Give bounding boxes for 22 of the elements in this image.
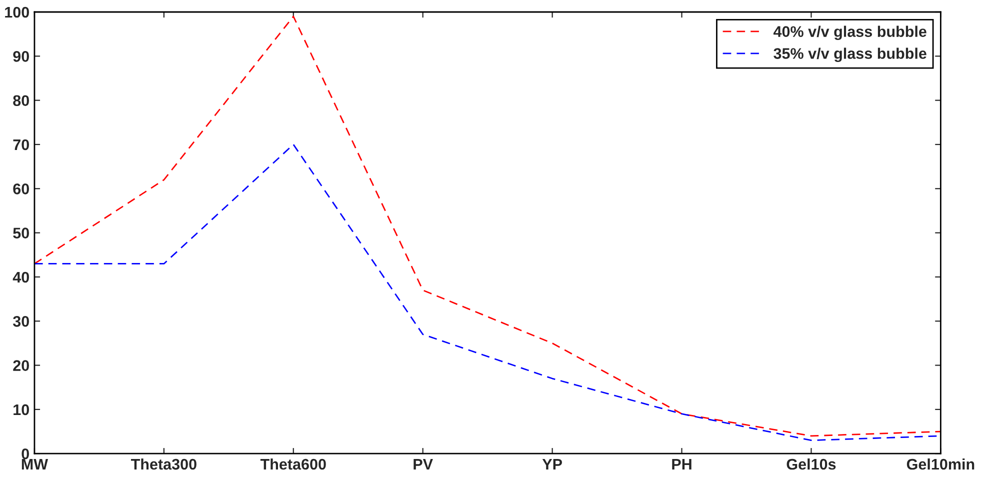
y-tick-label: 100 <box>5 6 29 18</box>
x-tick-label: MW <box>22 459 48 470</box>
x-tick-label: Gel10s <box>786 458 836 470</box>
x-tick-label: YP <box>542 459 562 470</box>
x-tick-label: PH <box>672 459 692 470</box>
y-tick-label: 90 <box>13 51 29 62</box>
y-tick-label: 80 <box>13 95 29 106</box>
y-tick-label: 60 <box>13 184 29 194</box>
y-tick-label: 70 <box>13 139 29 150</box>
legend-label: 40% v/v glass bubble <box>773 26 926 40</box>
legend-label: 35% v/v glass bubble <box>774 48 926 62</box>
y-tick-label: 20 <box>13 360 29 371</box>
x-tick-label: Gel10min <box>906 458 974 470</box>
y-tick-label: 30 <box>12 316 29 327</box>
y-tick-label: 40 <box>12 272 29 283</box>
line-series <box>34 16 941 437</box>
y-tick-label: 0 <box>22 448 29 460</box>
y-tick-label: 50 <box>13 228 29 238</box>
y-tick-label: 10 <box>14 404 29 416</box>
x-tick-label: Theta300 <box>130 458 196 470</box>
x-tick-label: Theta600 <box>260 458 326 470</box>
x-tick-label: PV <box>414 459 433 470</box>
